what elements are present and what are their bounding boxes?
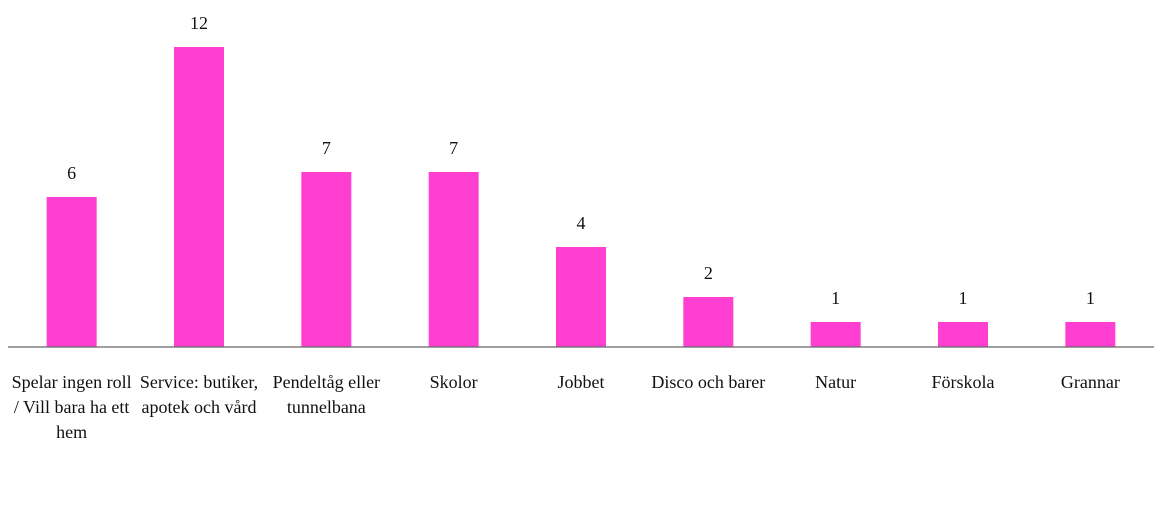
category-label: Spelar ingen roll / Vill bara ha ett hem — [11, 372, 132, 442]
value-label: 1 — [1086, 288, 1095, 308]
bar — [174, 47, 224, 347]
category-label: Pendeltåg eller tunnelbana — [272, 372, 381, 417]
value-label: 1 — [831, 288, 840, 308]
value-label: 1 — [959, 288, 968, 308]
category-label: Natur — [815, 372, 857, 392]
category-label: Skolor — [429, 372, 478, 392]
category-label: Förskola — [931, 372, 995, 392]
value-label: 7 — [322, 138, 331, 158]
bar — [1065, 322, 1116, 347]
value-label: 6 — [67, 163, 76, 183]
bar — [938, 322, 988, 347]
category-label: Service: butiker, apotek och vård — [139, 372, 259, 417]
value-label: 2 — [704, 263, 713, 283]
category-label: Disco och barer — [651, 372, 766, 392]
bar — [810, 322, 861, 347]
bar — [46, 197, 97, 347]
category-label: Jobbet — [557, 372, 605, 392]
bar — [683, 297, 734, 347]
bar — [428, 172, 479, 347]
value-label: 4 — [577, 213, 586, 233]
value-label: 7 — [449, 138, 458, 158]
bar — [301, 172, 352, 347]
bar — [556, 247, 606, 347]
category-label: Grannar — [1060, 372, 1120, 392]
value-label: 12 — [190, 13, 208, 33]
